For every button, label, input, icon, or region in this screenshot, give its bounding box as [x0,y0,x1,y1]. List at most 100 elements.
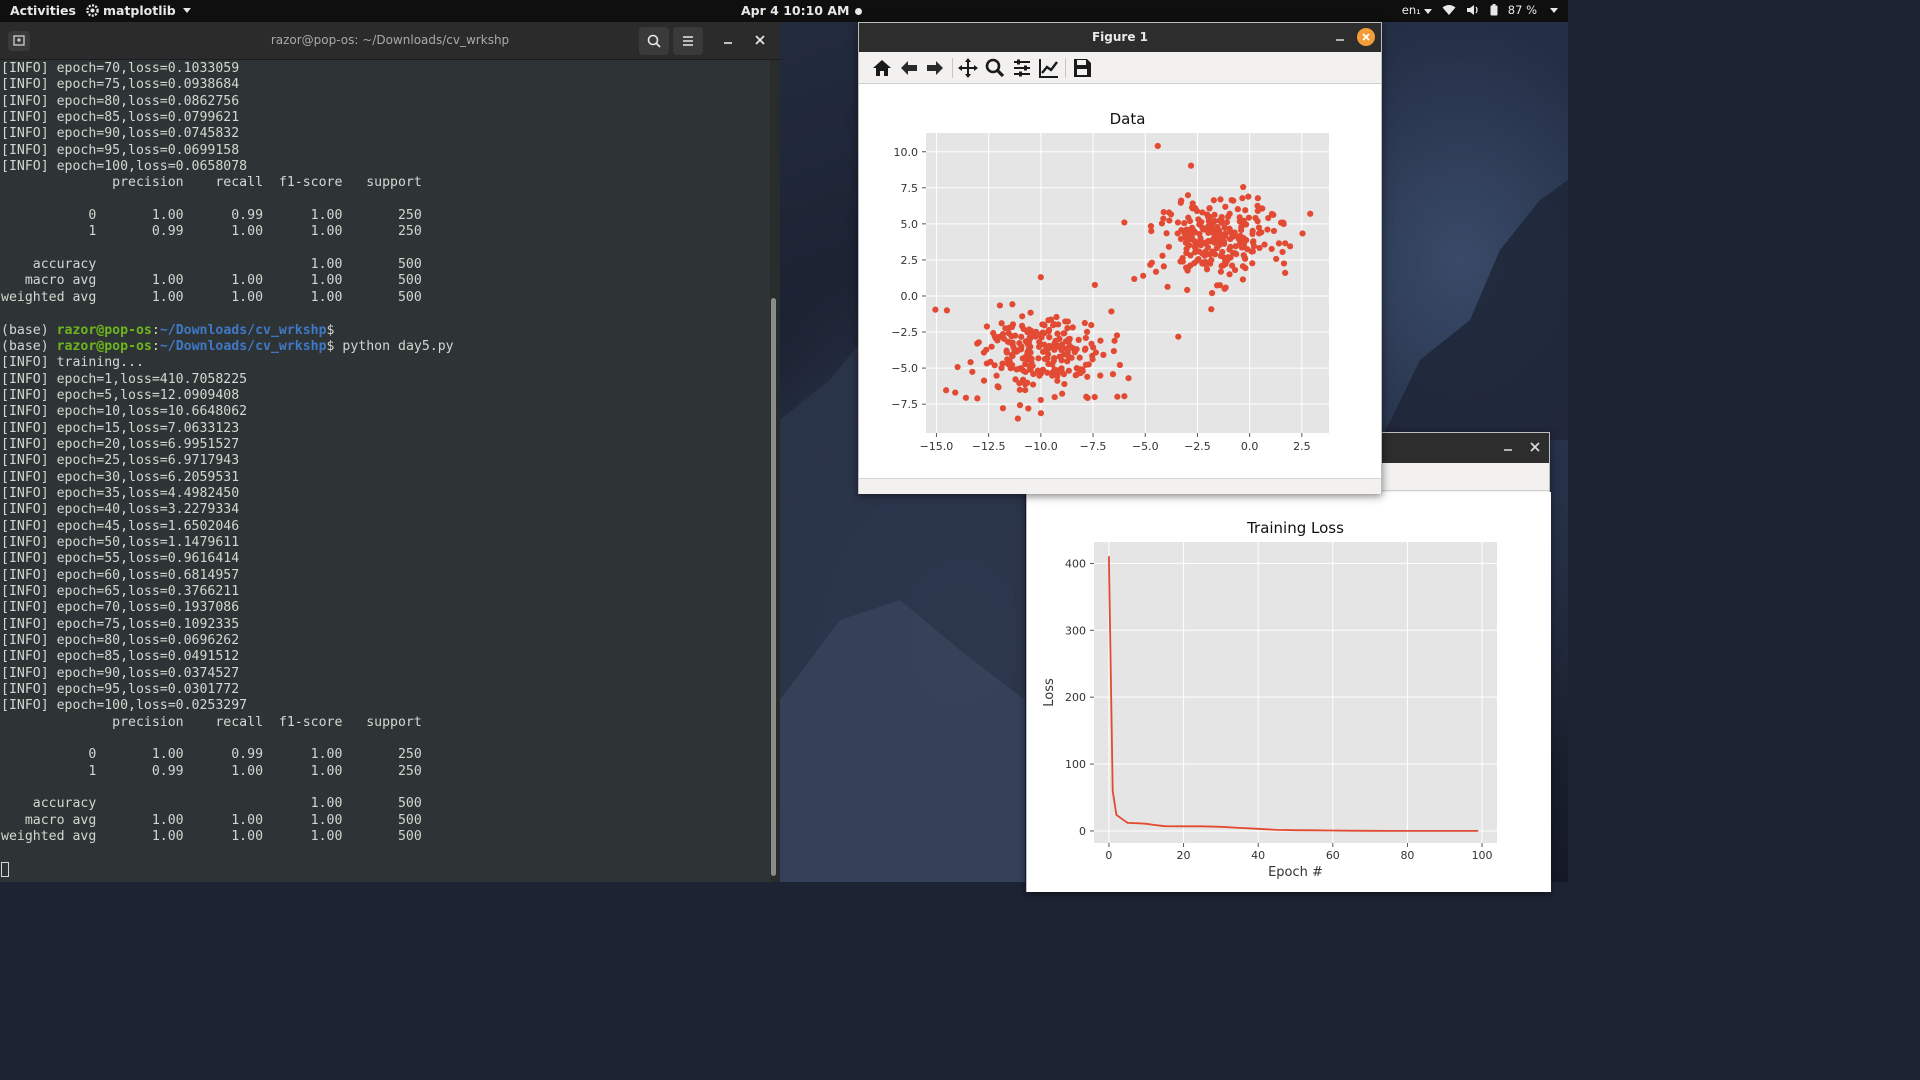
scatter-point [1187,162,1195,169]
scatter-point [1218,231,1225,238]
terminal-line: 0 1.00 0.99 1.00 250 [1,208,422,224]
terminal-line: [INFO] epoch=30,loss=6.2059531 [1,469,240,485]
minimize-button[interactable] [718,30,738,50]
save-disk-icon[interactable] [1070,56,1094,80]
scatter-point [991,362,998,369]
subplots-sliders-icon[interactable] [1010,56,1034,80]
figure2-window[interactable]: 0 20 40 60 80 100 400 300 200 100 0 Training Loss Ep… [1026,432,1551,892]
scatter-point [1254,195,1261,202]
scatter-point [1265,214,1272,222]
terminal-line [1,780,770,796]
scatter-point [1147,261,1154,268]
scatter-point [1219,248,1226,256]
scatter-point [1064,325,1071,332]
terminal-line: [INFO] epoch=60,loss=0.6814957 [1,567,240,583]
back-arrow-icon[interactable] [897,56,921,80]
clock[interactable]: Apr 4 10:10 AM [741,3,863,18]
scatter-point [943,307,950,314]
scatter-point [1199,250,1206,257]
top-panel: Activities matplotlib Apr 4 10:10 AM en₁… [0,0,1568,22]
prompt-cmd: $ python day5.py [326,338,454,354]
zoom-magnifier-icon[interactable] [983,56,1007,80]
scatter-point [1184,192,1192,199]
figure2-close-button[interactable] [1526,438,1544,456]
scatter-point [1264,226,1271,233]
terminal-line: weighted avg 1.00 1.00 1.00 500 [1,829,422,845]
scatter-point [998,320,1005,327]
keyboard-layout[interactable]: en₁ [1402,3,1432,17]
x-tick-label: −15.0 [920,440,954,453]
scatter-point [1140,272,1147,279]
scatter-point [1213,282,1221,289]
y-tick-label: 5.0 [901,218,919,231]
scatter-point [1279,248,1286,256]
y-tick-label: 100 [1065,758,1086,771]
scatter-point [1051,393,1058,401]
system-tray[interactable]: en₁ 87 % [1402,3,1558,17]
y-tick-label: −2.5 [891,326,918,339]
x-tick-label: −7.5 [1080,440,1107,453]
pan-move-icon[interactable] [956,56,980,80]
terminal-line: [INFO] epoch=80,loss=0.0862756 [1,93,240,109]
scatter-point [1064,358,1071,365]
figure1-close-button[interactable] [1357,28,1375,46]
scatter-point [1100,351,1107,358]
toolbar-separator [952,58,953,78]
chevron-down-icon [182,8,191,13]
scatter-point [1222,203,1229,210]
terminal-line: [INFO] epoch=95,loss=0.0301772 [1,682,240,698]
prompt-path: ~/Downloads/cv_wrkshp [159,338,327,354]
scatter-point [995,384,1002,391]
scatter-point [1237,240,1244,247]
figure1-titlebar[interactable]: Figure 1 [859,23,1381,52]
activities-button[interactable]: Activities [10,3,76,18]
edit-axis-icon[interactable] [1037,56,1061,80]
scatter-point [1019,355,1026,362]
scatter-point [1160,263,1167,270]
battery-percentage: 87 % [1507,3,1537,17]
y-tick-label: 2.5 [901,254,919,267]
forward-arrow-icon[interactable] [923,56,947,80]
scatter-point [1159,252,1166,259]
scatter-point [1019,313,1026,320]
scatter-point [1025,354,1032,362]
terminal-output[interactable]: [INFO] epoch=70,loss=0.1033059 [INFO] epo… [0,60,770,882]
menu-button[interactable] [673,27,703,55]
terminal-scrollbar-thumb[interactable] [771,298,776,876]
figure1-window[interactable]: Figure 1 [858,22,1382,494]
terminal-line: [INFO] epoch=70,loss=0.1937086 [1,600,240,616]
close-button[interactable] [750,30,770,50]
scatter-point [1076,354,1083,361]
scatter-point [983,323,990,330]
scatter-point [1216,241,1223,249]
app-menu[interactable]: matplotlib [86,3,191,18]
terminal-line: [INFO] epoch=85,loss=0.0799621 [1,110,240,126]
app-menu-label: matplotlib [103,3,176,18]
scatter-point [1131,275,1138,283]
figure2-minimize-button[interactable] [1499,438,1517,456]
scatter-point [1083,393,1090,400]
scatter-point [1280,219,1287,226]
terminal-prompt-line: (base) razor@pop-os:~/Downloads/cv_wrksh… [1,339,770,355]
terminal-line: [INFO] epoch=90,loss=0.0374527 [1,665,240,681]
terminal-line [1,192,770,208]
scatter-point [1110,347,1117,355]
search-button[interactable] [639,27,669,55]
notification-dot-icon [855,7,863,15]
scatter-point [987,358,994,365]
terminal-line: macro avg 1.00 1.00 1.00 500 [1,812,422,828]
prompt-path: ~/Downloads/cv_wrkshp [159,322,327,338]
scatter-point [1058,357,1065,364]
y-tick-label: 10.0 [894,146,919,159]
new-tab-button[interactable] [8,31,30,51]
terminal-line [1,241,770,257]
scatter-point [1207,260,1214,267]
figure1-minimize-button[interactable] [1331,28,1349,46]
terminal-line: [INFO] epoch=100,loss=0.0253297 [1,698,248,714]
home-icon[interactable] [870,56,894,80]
prompt-sep: : [151,322,160,338]
scatter-point [1009,301,1016,308]
x-tick-label: 80 [1400,849,1414,862]
scatter-point [1064,348,1071,356]
terminal-window[interactable]: razor@pop-os: ~/Downloads/cv_wrkshp [INF… [0,22,780,882]
